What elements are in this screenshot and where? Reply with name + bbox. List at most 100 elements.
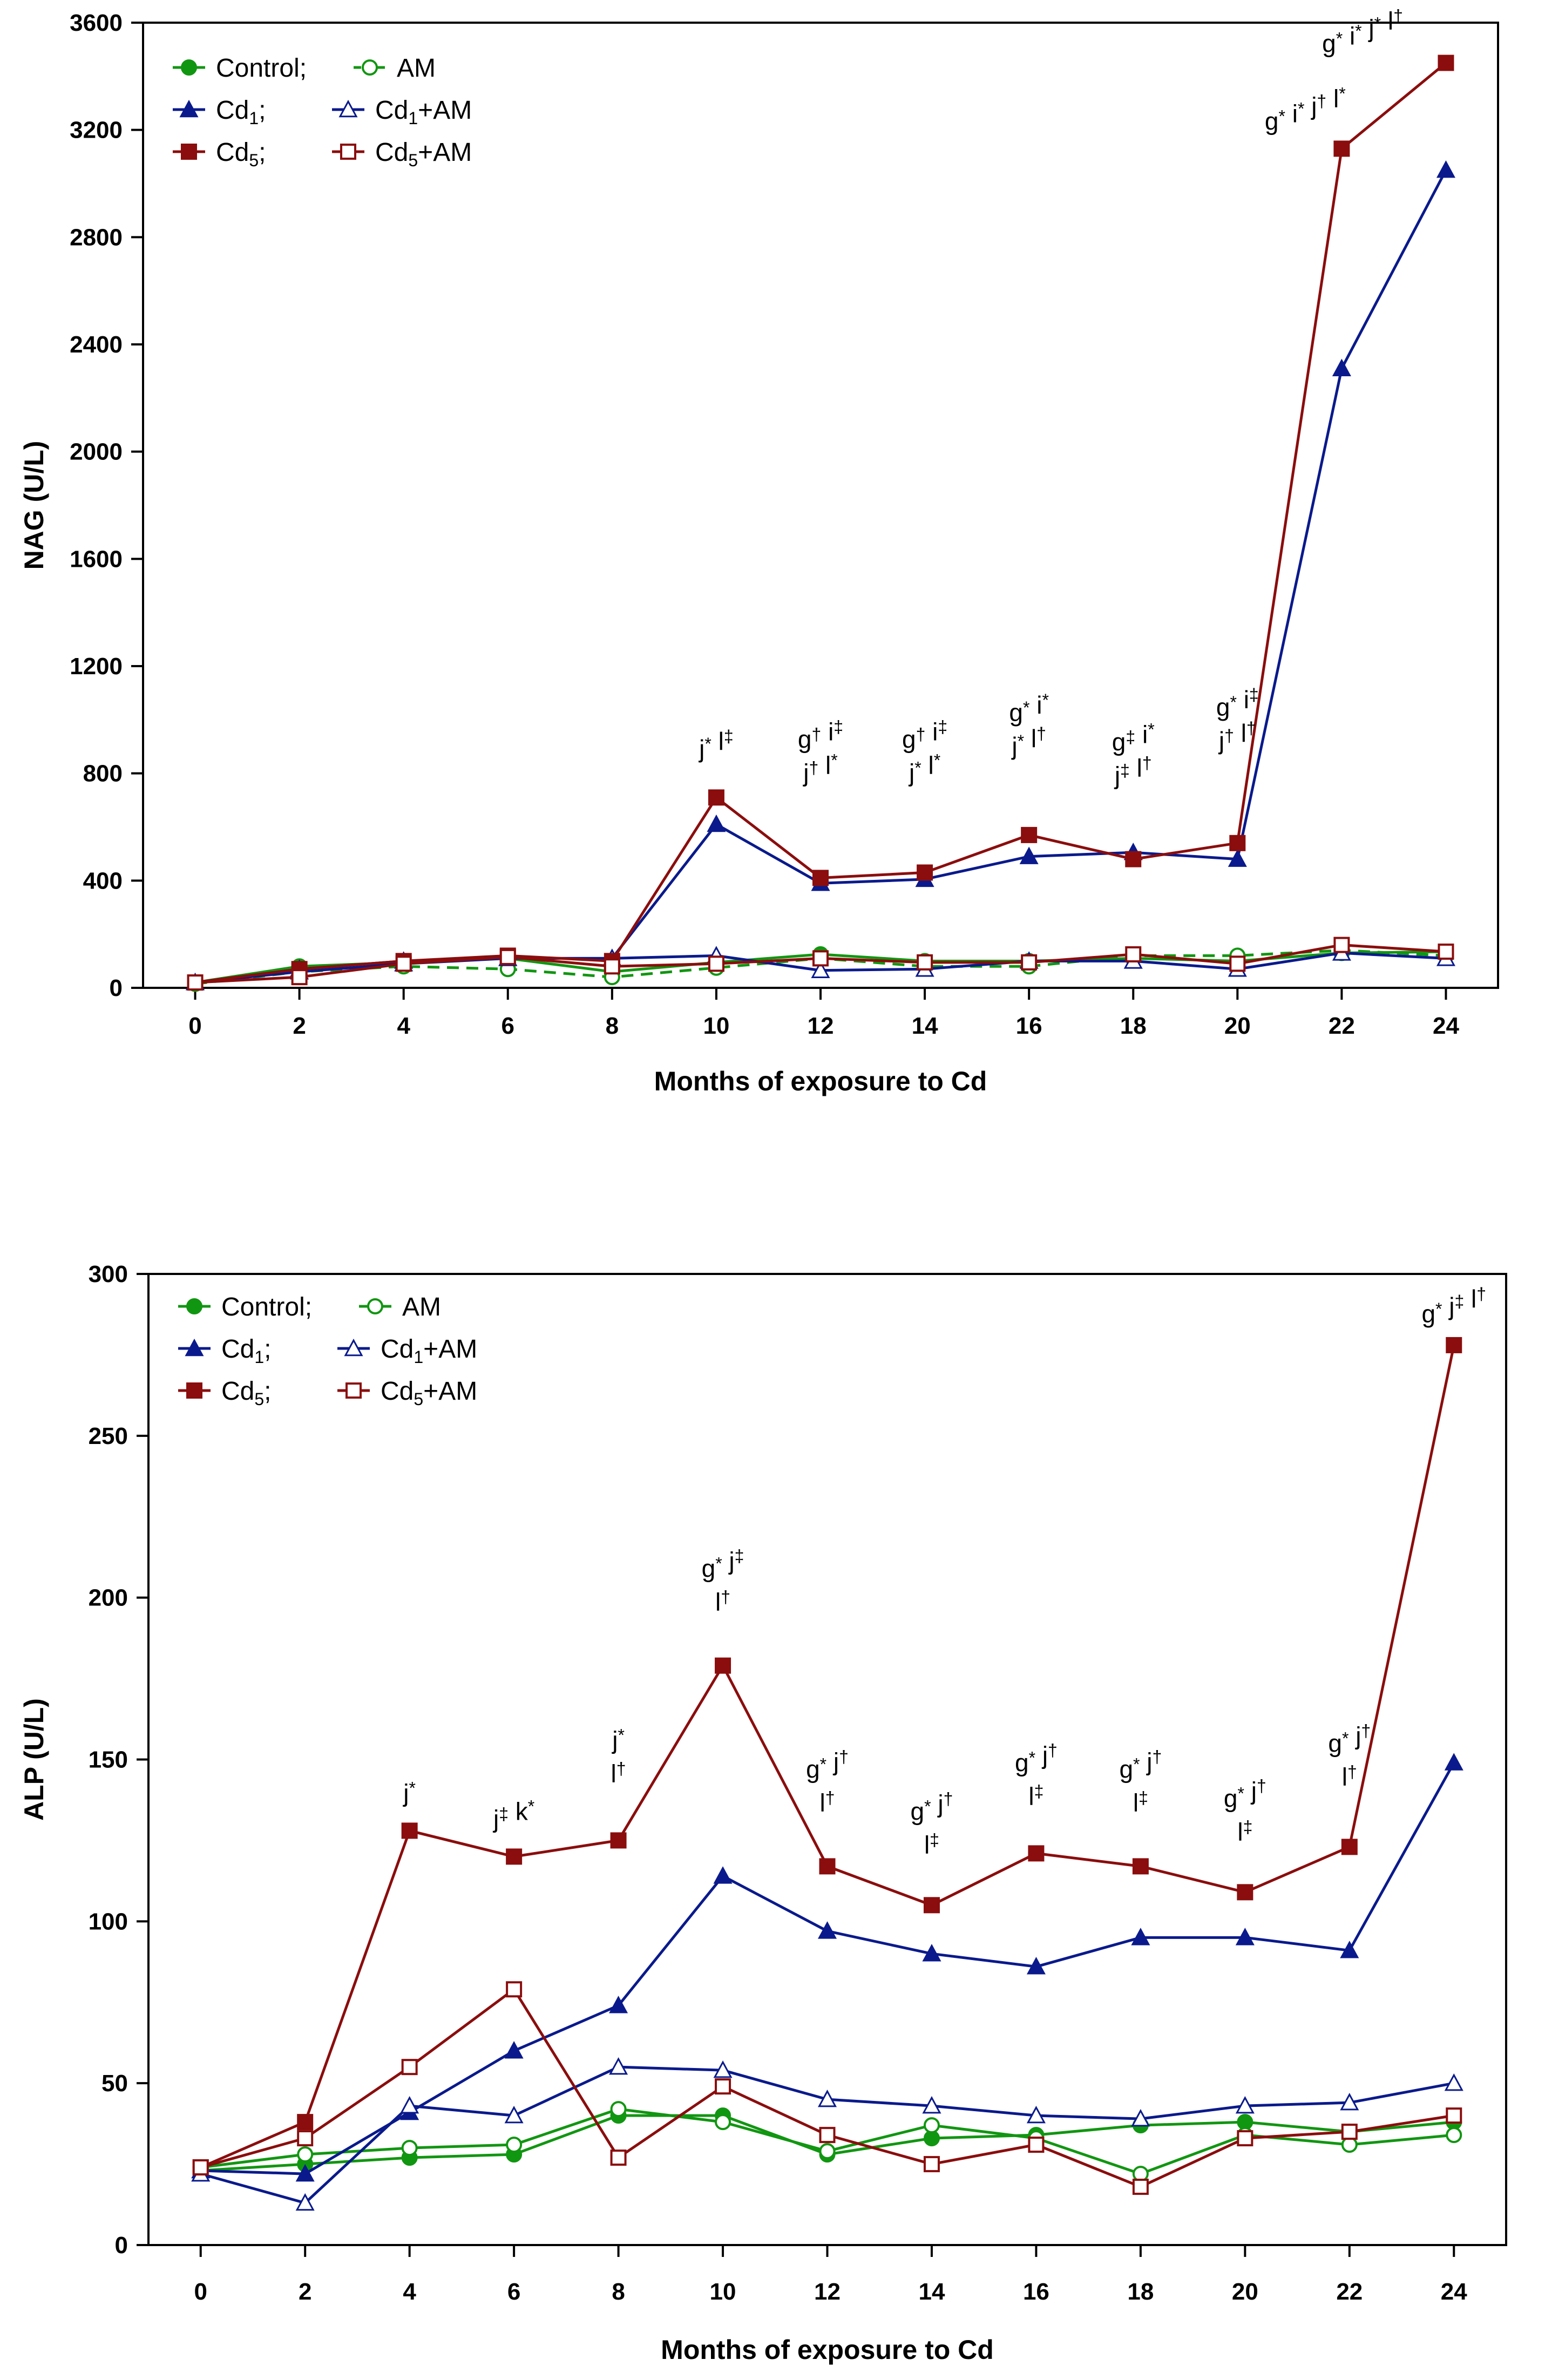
data-point-cd1-plus-am [811,960,830,978]
y-tick-label: 400 [83,867,123,894]
y-tick-label: 3200 [70,117,123,144]
legend-marker [181,144,197,160]
significance-label: g* j‡ [702,1547,744,1583]
data-point-cd1 [1444,1753,1463,1771]
data-point-cd1 [1235,1928,1255,1945]
legend-marker [345,1382,362,1399]
legend-label: Control; [216,54,307,83]
data-point-cd5-plus-am [291,969,308,986]
data-point-cd1-plus-am [1131,2108,1150,2127]
legend-label: AM [397,54,436,83]
y-tick-label: 1600 [70,546,123,572]
data-point-cd5-plus-am [192,2159,209,2176]
data-point-cd1 [817,1921,837,1939]
data-point-cd1-plus-am [609,2057,628,2075]
data-point-cd5 [917,864,933,881]
data-point-am [610,2101,627,2118]
data-point-cd5 [708,789,724,806]
data-point-cd5-plus-am [604,958,620,975]
data-point-cd1-plus-am [1026,2105,1046,2124]
legend-marker [179,99,199,118]
significance-label: l† [819,1788,835,1816]
data-point-am [506,2137,523,2153]
legend-marker [185,1338,204,1357]
data-point-cd1-plus-am [400,2096,419,2114]
series-line-cd1 [195,169,1447,984]
legend-marker [186,1382,202,1399]
data-point-cd1-plus-am [1340,2092,1359,2111]
x-tick-label: 14 [912,1013,938,1039]
data-point-cd1-plus-am [1444,2073,1463,2091]
x-tick-label: 18 [1120,1013,1147,1039]
x-tick-label: 6 [502,1013,514,1039]
data-point-cd5 [506,1848,523,1865]
data-point-cd5 [1028,1845,1045,1862]
y-tick-label: 0 [115,2232,128,2259]
x-tick-label: 2 [299,2279,311,2305]
x-tick-label: 8 [606,1013,619,1039]
significance-label: g† i‡ [902,717,947,754]
legend-label: Cd1; [216,96,266,128]
data-point-cd5 [1021,826,1038,843]
x-tick-label: 10 [710,2279,736,2305]
y-tick-label: 2400 [70,331,123,358]
data-point-cd5-plus-am [1446,2107,1462,2124]
data-point-cd5-plus-am [506,1981,523,1998]
data-point-cd5 [1132,1858,1149,1875]
y-tick-label: 250 [89,1423,128,1449]
significance-label: g* j‡ l† [1421,1284,1486,1328]
x-tick-label: 10 [703,1013,729,1039]
legend-marker [338,99,358,118]
data-point-cd5-plus-am [1237,2130,1253,2147]
x-tick-label: 4 [403,2279,416,2305]
data-point-cd1 [707,814,726,832]
x-tick-label: 4 [397,1013,410,1039]
data-point-cd5 [1341,1839,1358,1855]
data-point-cd5-plus-am [715,2078,731,2095]
significance-label: g* j† [806,1747,849,1783]
legend-label: Cd1+AM [381,1335,477,1367]
data-point-cd5 [715,1657,731,1674]
data-point-cd5-plus-am [1125,946,1142,962]
significance-label: g* i‡ [1216,685,1259,721]
significance-label: l‡ [924,1830,939,1859]
x-tick-label: 0 [194,2279,207,2305]
y-tick-label: 3600 [70,10,123,36]
significance-label: g* j† [1224,1776,1266,1812]
data-point-cd1 [295,2164,315,2182]
data-point-cd5-plus-am [297,2130,314,2147]
legend-label: Cd5; [216,138,266,170]
significance-label: g* j† [1328,1721,1371,1757]
data-point-cd5 [401,1822,418,1839]
legend-label: Cd1+AM [375,96,472,128]
significance-label: g* i* j* l† [1322,6,1403,58]
x-tick-label: 20 [1232,2279,1258,2305]
data-point-am [297,2146,314,2163]
y-tick-label: 1200 [70,653,123,680]
x-tick-label: 20 [1224,1013,1251,1039]
data-point-am [1446,2127,1462,2144]
legend-label: Control; [221,1293,312,1321]
data-point-cd1 [713,1866,733,1884]
y-tick-label: 50 [101,2070,128,2097]
data-point-cd5 [297,2114,314,2131]
data-point-cd5-plus-am [187,974,204,991]
legend-label: Cd5+AM [375,138,472,170]
data-point-cd5 [1237,1884,1253,1901]
data-point-cd5-plus-am [395,955,412,972]
significance-label: g‡ i* [1112,720,1155,756]
data-point-cd1 [922,1944,941,1962]
data-point-am [401,2140,418,2157]
series-cd5-plus-am [192,1981,1462,2195]
y-tick-label: 200 [89,1585,128,1611]
y-tick-label: 300 [89,1261,128,1287]
x-tick-label: 8 [612,2279,625,2305]
data-point-cd5-plus-am [1438,943,1454,960]
data-point-cd5-plus-am [1028,2137,1045,2153]
data-point-cd1-plus-am [1235,2096,1255,2114]
data-point-cd1 [1332,358,1351,376]
y-tick-label: 2800 [70,224,123,250]
y-tick-label: 100 [89,1908,128,1935]
x-tick-label: 14 [918,2279,945,2305]
